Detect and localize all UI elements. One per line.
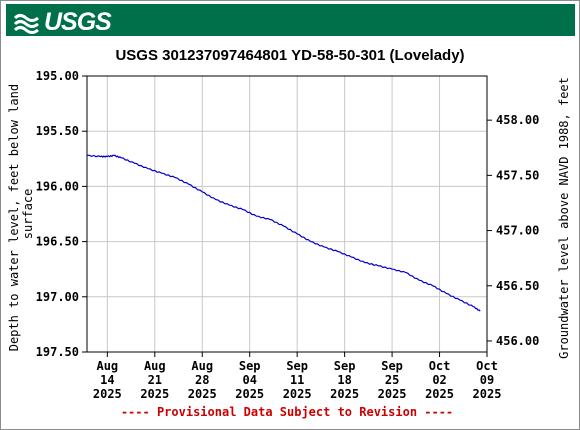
grid-lines (87, 75, 488, 353)
x-tick-label: Oct (476, 359, 498, 373)
left-tick-label: 195.50 (36, 124, 79, 138)
left-axis-label-line-2: surface (21, 189, 35, 240)
x-axis: Aug142025Aug212025Aug282025Sep042025Sep1… (93, 352, 502, 401)
x-tick-label: 14 (100, 373, 114, 387)
left-axis: 195.00 195.50 196.00 196.50 197.00 197.50 (36, 69, 87, 359)
x-tick-label: 18 (337, 373, 351, 387)
x-tick-label: 21 (148, 373, 162, 387)
series-line (86, 154, 481, 312)
x-tick-label: Aug (191, 359, 213, 373)
left-tick-label: 195.00 (36, 69, 79, 83)
x-tick-label: 2025 (188, 387, 217, 401)
x-tick-label: 2025 (378, 387, 407, 401)
x-tick-label: 2025 (93, 387, 122, 401)
provisional-footer: ---- Provisional Data Subject to Revisio… (121, 405, 453, 419)
x-tick-label: Sep (334, 359, 356, 373)
left-tick-label: 196.50 (36, 235, 79, 249)
left-axis-label: Depth to water level, feet below land su… (7, 77, 35, 352)
x-tick-label: Sep (239, 359, 261, 373)
x-tick-label: 25 (385, 373, 399, 387)
x-tick-label: 2025 (473, 387, 502, 401)
left-tick-label: 197.50 (36, 345, 79, 359)
x-tick-label: 2025 (140, 387, 169, 401)
x-tick-label: Sep (381, 359, 403, 373)
usgs-logo: USGS (14, 7, 112, 36)
usgs-logo-text: USGS (44, 7, 112, 36)
right-axis-label: Groundwater level above NAVD 1988, feet (557, 77, 571, 359)
x-tick-label: 2025 (283, 387, 312, 401)
chart-title: USGS 301237097464801 YD-58-50-301 (Lovel… (115, 47, 464, 64)
usgs-banner: USGS (6, 4, 575, 36)
x-tick-label: 02 (432, 373, 446, 387)
x-tick-label: 28 (195, 373, 209, 387)
x-tick-label: 2025 (235, 387, 264, 401)
x-tick-label: 11 (290, 373, 304, 387)
x-tick-label: Sep (286, 359, 308, 373)
x-tick-label: 09 (480, 373, 494, 387)
x-tick-label: Aug (96, 359, 118, 373)
right-tick-label: 457.50 (496, 168, 539, 182)
plot-area (86, 75, 488, 353)
x-tick-label: Oct (429, 359, 451, 373)
left-tick-label: 197.00 (36, 290, 79, 304)
x-tick-label: 2025 (425, 387, 454, 401)
usgs-wave-icon (14, 14, 39, 34)
x-tick-label: Aug (144, 359, 166, 373)
right-tick-label: 456.50 (496, 279, 539, 293)
right-tick-label: 457.00 (496, 224, 539, 238)
left-axis-label-line-1: Depth to water level, feet below land (7, 84, 21, 351)
right-axis: 458.00 457.50 457.00 456.50 456.00 (487, 113, 539, 348)
x-tick-label: 2025 (330, 387, 359, 401)
right-tick-label: 456.00 (496, 334, 539, 348)
x-tick-label: 04 (242, 373, 256, 387)
right-tick-label: 458.00 (496, 113, 539, 127)
left-tick-label: 196.00 (36, 179, 79, 193)
